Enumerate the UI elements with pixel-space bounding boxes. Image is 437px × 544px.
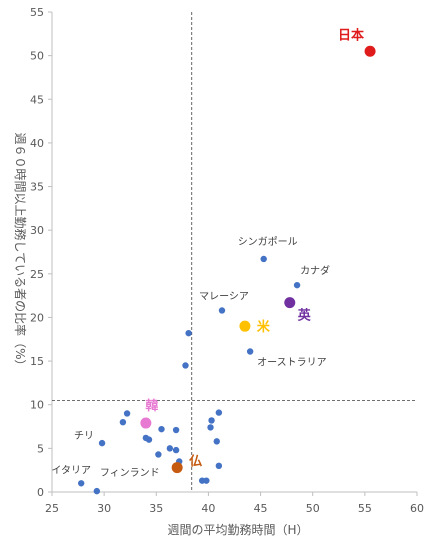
x-tick-label: 25	[45, 502, 59, 515]
data-point	[78, 480, 85, 487]
point-label: マレーシア	[199, 291, 249, 302]
data-point	[123, 410, 131, 417]
x-tick-label: 30	[97, 502, 111, 515]
y-tick-label: 30	[30, 224, 44, 237]
data-point	[203, 477, 210, 484]
data-point	[166, 445, 174, 452]
x-axis-title: 週間の平均勤務時間（H）	[167, 523, 308, 537]
y-axis-title: 週６０時間以上勤務している者の比率（%）	[13, 132, 28, 371]
y-tick-label: 25	[30, 268, 44, 281]
point-label: 米	[257, 319, 271, 335]
point-us	[239, 320, 251, 332]
data-point	[158, 425, 165, 433]
point-label: 英	[297, 308, 312, 324]
y-tick-label: 5	[37, 442, 44, 455]
y-tick-label: 50	[30, 50, 44, 63]
point-label: 仏	[189, 455, 202, 470]
data-point	[213, 438, 220, 445]
point-france	[171, 462, 183, 474]
point-label: オーストラリア	[257, 356, 327, 368]
x-tick-label: 45	[254, 502, 268, 515]
point-label: 日本	[338, 27, 364, 43]
point-label: イタリア	[51, 464, 91, 476]
data-point	[260, 255, 267, 263]
data-point	[119, 418, 127, 426]
data-point	[218, 307, 226, 314]
data-point	[172, 426, 180, 434]
data-point	[182, 362, 189, 369]
point-uk	[284, 297, 296, 309]
point-japan	[364, 45, 376, 57]
point-label: カナダ	[300, 264, 330, 277]
data-point	[145, 436, 153, 443]
point-korea	[140, 417, 152, 429]
point-label: チリ	[74, 430, 94, 442]
point-label: シンガポール	[238, 236, 298, 248]
x-tick-label: 35	[149, 502, 163, 515]
data-point	[155, 451, 162, 458]
y-axis-title-group: 週６０時間以上勤務している者の比率（%）	[13, 132, 28, 371]
data-point	[98, 439, 106, 447]
data-point	[172, 446, 180, 454]
data-point	[207, 424, 214, 431]
y-tick-label: 55	[30, 6, 44, 19]
x-tick-label: 40	[201, 502, 215, 515]
data-point	[246, 348, 254, 355]
axes: 0 5 10 15 20 25 30 35 40 45 50 55 25 30 35 40 45 50 55 60	[30, 6, 424, 515]
data-point	[215, 462, 223, 470]
point-label: フィンランド	[100, 467, 160, 479]
y-tick-label: 10	[30, 399, 44, 412]
data-points	[78, 45, 376, 495]
data-point	[93, 487, 101, 495]
x-tick-label: 55	[358, 502, 372, 515]
data-point	[208, 417, 215, 424]
data-point	[215, 409, 223, 416]
y-tick-label: 15	[30, 355, 44, 368]
x-tick-label: 50	[306, 502, 320, 515]
x-tick-label: 60	[410, 502, 424, 515]
point-label: 韓	[145, 398, 158, 414]
y-tick-label: 40	[30, 137, 44, 150]
data-point	[293, 281, 301, 289]
data-point	[185, 329, 192, 337]
y-tick-label: 35	[30, 181, 44, 194]
y-tick-label: 0	[37, 486, 44, 499]
y-tick-label: 45	[30, 93, 44, 106]
y-tick-label: 20	[30, 311, 44, 324]
reference-lines	[52, 12, 417, 492]
